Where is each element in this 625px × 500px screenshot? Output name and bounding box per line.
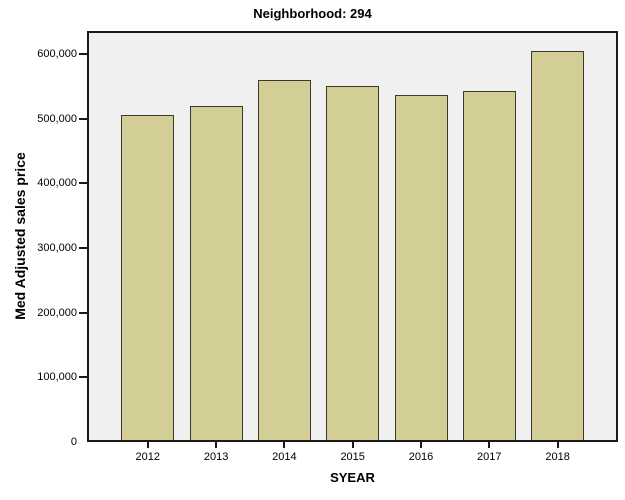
y-tick-label: 500,000 <box>37 112 77 125</box>
bar-2014 <box>257 79 311 440</box>
y-tick-label: 200,000 <box>37 306 77 319</box>
x-tick-mark <box>420 442 422 448</box>
x-tick-label: 2016 <box>408 451 434 463</box>
y-tick-mark <box>79 311 87 314</box>
x-tick-label: 2017 <box>477 451 502 463</box>
bar-2015 <box>326 86 380 440</box>
y-tick-label: 400,000 <box>37 177 77 190</box>
bar-2016 <box>394 95 448 440</box>
y-tick-mark <box>79 376 87 379</box>
y-tick-label: 0 <box>70 436 77 448</box>
x-tick-mark <box>556 442 559 448</box>
x-tick-mark <box>146 442 149 448</box>
y-tick-mark <box>79 117 87 120</box>
y-tick-mark <box>79 247 87 249</box>
bar-2012 <box>121 115 175 440</box>
x-axis-title: SYEAR <box>330 470 375 485</box>
chart-title: Neighborhood: 294 <box>253 6 372 21</box>
y-tick-label: 100,000 <box>37 371 77 384</box>
y-tick-label: 600,000 <box>37 48 77 60</box>
bar-2018 <box>531 51 585 440</box>
x-tick-mark <box>283 442 286 448</box>
plot-area <box>87 31 618 442</box>
bar-2013 <box>189 106 243 440</box>
x-tick-mark <box>351 442 354 448</box>
x-tick-label: 2013 <box>203 451 229 463</box>
y-tick-mark <box>79 182 87 185</box>
x-tick-label: 2018 <box>545 451 570 463</box>
x-tick-label: 2012 <box>135 451 161 463</box>
x-tick-mark <box>215 442 218 448</box>
x-tick-label: 2015 <box>340 451 365 463</box>
y-tick-mark <box>79 53 87 55</box>
x-tick-label: 2014 <box>272 451 297 463</box>
x-tick-mark <box>488 442 491 448</box>
bar-2017 <box>462 90 516 440</box>
y-tick-label: 300,000 <box>37 242 77 254</box>
